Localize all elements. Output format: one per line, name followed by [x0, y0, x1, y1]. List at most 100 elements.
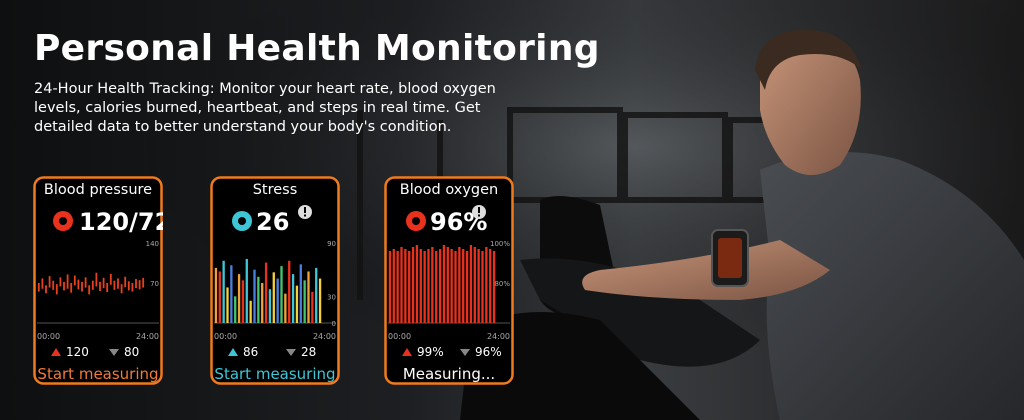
range-bar — [120, 284, 123, 294]
x-label-end: 24:00 — [313, 332, 336, 341]
bar — [272, 272, 275, 323]
bar — [315, 267, 318, 323]
description: 24-Hour Health Tracking: Monitor your he… — [34, 81, 496, 135]
bar — [388, 251, 392, 323]
bar — [291, 274, 295, 323]
range-bar — [113, 280, 116, 290]
headline: Personal Health Monitoring — [34, 28, 600, 69]
bar — [218, 271, 221, 323]
card-title: Stress — [253, 182, 298, 198]
high-stat: 86 — [243, 345, 258, 359]
down-arrow — [109, 349, 119, 356]
bar — [276, 278, 279, 323]
range-bar — [45, 285, 47, 294]
metric-reading: 120/72 — [79, 208, 163, 236]
bar — [481, 251, 484, 323]
range-bar — [117, 278, 119, 289]
range-bar — [63, 281, 65, 291]
card-title: Blood pressure — [44, 182, 152, 198]
bar — [237, 274, 241, 323]
y-tick-label: 30 — [327, 293, 336, 301]
bar — [477, 249, 480, 323]
up-arrow — [402, 348, 412, 356]
x-label-end: 24:00 — [136, 332, 159, 341]
bar — [408, 251, 411, 323]
down-arrow — [460, 349, 470, 356]
range-bar — [59, 277, 62, 287]
bar — [268, 289, 272, 323]
metric-icon-core — [238, 217, 246, 225]
y-tick-label: 140 — [146, 240, 159, 248]
bar — [415, 245, 419, 323]
metric-reading: 26 — [256, 208, 289, 236]
down-arrow — [286, 349, 296, 356]
bar — [446, 247, 449, 323]
bar — [404, 249, 407, 323]
bar — [431, 247, 434, 323]
metric-card: Stress 26 90 30 0 00:00 24:00 86 28 Start measuri… — [210, 176, 340, 385]
bar — [295, 285, 299, 323]
bar — [435, 251, 438, 323]
metric-card: Blood pressure 120/72 140 70 00:00 24:00 120 80… — [33, 176, 163, 385]
bar — [427, 249, 430, 323]
bar — [489, 249, 492, 323]
range-bar — [106, 283, 109, 293]
status-text: Start measuring — [37, 365, 158, 383]
bar — [438, 249, 442, 323]
range-bar — [88, 285, 91, 295]
alert-mark — [478, 207, 480, 213]
bar — [311, 291, 314, 323]
bar — [318, 278, 322, 323]
range-bar — [52, 280, 55, 290]
range-bar — [142, 277, 145, 288]
low-stat: 28 — [301, 345, 316, 359]
bar — [214, 267, 218, 323]
alert-dot — [478, 214, 480, 217]
status-text: Start measuring — [214, 365, 335, 383]
y-tick-label: 100% — [490, 240, 510, 248]
range-bar — [91, 280, 94, 290]
range-bar — [99, 281, 101, 291]
bar — [458, 247, 461, 323]
y-tick-label: 80% — [494, 280, 510, 288]
bar — [392, 249, 395, 323]
range-bar — [109, 273, 112, 285]
low-stat: 96% — [475, 345, 502, 359]
range-bar — [131, 283, 134, 292]
bar — [411, 247, 415, 323]
bar — [230, 265, 233, 323]
x-label-start: 00:00 — [37, 332, 60, 341]
range-bar — [102, 277, 105, 289]
up-arrow — [228, 348, 238, 356]
x-label-start: 00:00 — [388, 332, 411, 341]
range-bar — [48, 276, 51, 288]
bar — [299, 264, 302, 323]
range-bar — [41, 278, 44, 289]
bar — [473, 247, 476, 323]
bar — [288, 260, 291, 323]
card-title: Blood oxygen — [400, 182, 498, 198]
bar — [442, 245, 446, 323]
range-bar — [77, 279, 80, 290]
range-bar — [95, 272, 98, 287]
bar — [462, 249, 465, 323]
x-label-end: 24:00 — [487, 332, 510, 341]
high-stat: 99% — [417, 345, 444, 359]
up-arrow — [51, 348, 61, 356]
y-tick-label: 70 — [150, 280, 159, 288]
y-tick-label: 90 — [327, 240, 336, 248]
bar — [450, 249, 453, 323]
metric-icon-core — [412, 217, 420, 225]
bar — [241, 280, 245, 323]
bar — [307, 271, 310, 323]
range-bar — [135, 279, 137, 289]
range-bar — [81, 281, 83, 292]
bar — [423, 251, 426, 323]
range-bar — [66, 274, 69, 289]
range-bar — [127, 281, 130, 291]
bar — [245, 259, 248, 323]
bar — [469, 245, 473, 323]
